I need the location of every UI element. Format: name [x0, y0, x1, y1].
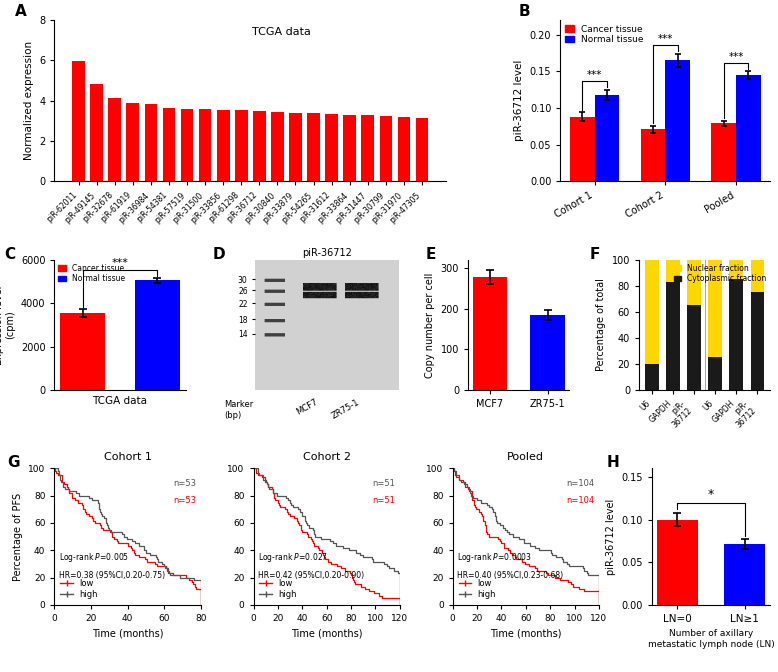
- Y-axis label: Percentage of total: Percentage of total: [596, 278, 606, 372]
- Bar: [253, 111, 265, 181]
- Text: ***: ***: [587, 71, 602, 80]
- Legend: Nuclear fraction, Cytoplasmic fraction: Nuclear fraction, Cytoplasmic fraction: [675, 263, 766, 283]
- Bar: [307, 114, 320, 181]
- X-axis label: Time (months): Time (months): [490, 628, 562, 638]
- Bar: [163, 108, 175, 181]
- Bar: [90, 84, 103, 181]
- Bar: [645, 364, 659, 390]
- Text: n=51: n=51: [373, 496, 395, 505]
- Text: A: A: [16, 4, 27, 19]
- Text: E: E: [426, 247, 436, 262]
- Bar: [594, 95, 619, 181]
- Bar: [657, 519, 698, 605]
- Bar: [145, 103, 157, 181]
- Text: n=104: n=104: [566, 479, 594, 489]
- Text: ***: ***: [657, 34, 673, 44]
- Text: C: C: [5, 247, 16, 262]
- Y-axis label: piR-36712 level: piR-36712 level: [514, 60, 524, 141]
- Text: HR=0.40 (95%CI,0.23-0.68): HR=0.40 (95%CI,0.23-0.68): [457, 571, 563, 580]
- Text: G: G: [8, 455, 20, 470]
- Bar: [730, 260, 743, 280]
- Text: HR=0.42 (95%CI,0.20-0.90): HR=0.42 (95%CI,0.20-0.90): [258, 571, 364, 580]
- Text: n=104: n=104: [566, 496, 594, 505]
- Bar: [235, 110, 247, 181]
- Bar: [751, 260, 764, 292]
- Text: *: *: [708, 488, 714, 501]
- Bar: [271, 112, 284, 181]
- Text: Log-rank $P$=0.027: Log-rank $P$=0.027: [258, 551, 328, 564]
- Y-axis label: piR-36712 level: piR-36712 level: [606, 499, 615, 575]
- Text: F: F: [589, 247, 600, 262]
- Legend: low, high: low, high: [258, 578, 299, 601]
- Bar: [570, 117, 594, 181]
- Bar: [473, 277, 507, 390]
- Bar: [108, 98, 121, 181]
- Bar: [325, 114, 338, 181]
- Bar: [415, 118, 429, 181]
- Text: TCGA data: TCGA data: [252, 27, 311, 36]
- Title: Cohort 2: Cohort 2: [303, 452, 351, 462]
- Bar: [724, 544, 765, 605]
- Text: B: B: [518, 4, 530, 19]
- Bar: [199, 110, 212, 181]
- Text: HR=0.38 (95%CI,0.20-0.75): HR=0.38 (95%CI,0.20-0.75): [59, 571, 165, 580]
- Text: n=53: n=53: [173, 479, 196, 489]
- Y-axis label: Expression level
(cpm): Expression level (cpm): [0, 285, 16, 365]
- Bar: [708, 260, 722, 358]
- Bar: [687, 260, 701, 305]
- Y-axis label: Percentage of PFS: Percentage of PFS: [12, 493, 23, 581]
- Bar: [736, 75, 761, 181]
- Bar: [343, 115, 356, 181]
- Bar: [708, 358, 722, 390]
- Bar: [687, 305, 701, 390]
- Bar: [127, 103, 139, 181]
- Bar: [666, 260, 680, 282]
- Bar: [362, 116, 374, 181]
- Text: Log-rank $P$=0.005: Log-rank $P$=0.005: [59, 551, 129, 564]
- Bar: [711, 124, 736, 181]
- Bar: [72, 61, 85, 181]
- Bar: [730, 280, 743, 390]
- Bar: [640, 129, 665, 181]
- Text: D: D: [212, 247, 225, 262]
- Bar: [751, 292, 764, 390]
- Bar: [289, 114, 302, 181]
- X-axis label: Time (months): Time (months): [92, 628, 163, 638]
- Bar: [217, 110, 230, 181]
- Legend: Cancer tissue, Normal tissue: Cancer tissue, Normal tissue: [565, 25, 643, 44]
- Bar: [531, 314, 565, 390]
- Bar: [180, 109, 194, 181]
- Bar: [665, 60, 690, 181]
- Legend: low, high: low, high: [457, 578, 498, 601]
- Bar: [666, 282, 680, 390]
- X-axis label: TCGA data: TCGA data: [93, 396, 148, 405]
- Title: Cohort 1: Cohort 1: [103, 452, 152, 462]
- Bar: [645, 260, 659, 364]
- Title: Pooled: Pooled: [507, 452, 545, 462]
- Text: ***: ***: [728, 52, 744, 62]
- Legend: Cancer tissue, Normal tissue: Cancer tissue, Normal tissue: [58, 263, 125, 283]
- Bar: [61, 313, 105, 390]
- Text: ***: ***: [111, 259, 128, 268]
- X-axis label: Number of axillary
metastatic lymph node (LN): Number of axillary metastatic lymph node…: [647, 630, 774, 648]
- Title: piR-36712: piR-36712: [302, 247, 352, 257]
- Legend: low, high: low, high: [58, 578, 100, 601]
- Y-axis label: Copy number per cell: Copy number per cell: [425, 272, 435, 378]
- Text: n=53: n=53: [173, 496, 196, 505]
- Bar: [380, 116, 392, 181]
- Bar: [135, 280, 180, 390]
- Text: Log-rank $P$=0.0003: Log-rank $P$=0.0003: [457, 551, 532, 564]
- X-axis label: Time (months): Time (months): [291, 628, 363, 638]
- Text: Marker
(bp): Marker (bp): [224, 401, 253, 420]
- Text: H: H: [607, 455, 619, 470]
- Bar: [398, 117, 410, 181]
- Text: n=51: n=51: [373, 479, 395, 489]
- Y-axis label: Normalized expression: Normalized expression: [23, 41, 33, 161]
